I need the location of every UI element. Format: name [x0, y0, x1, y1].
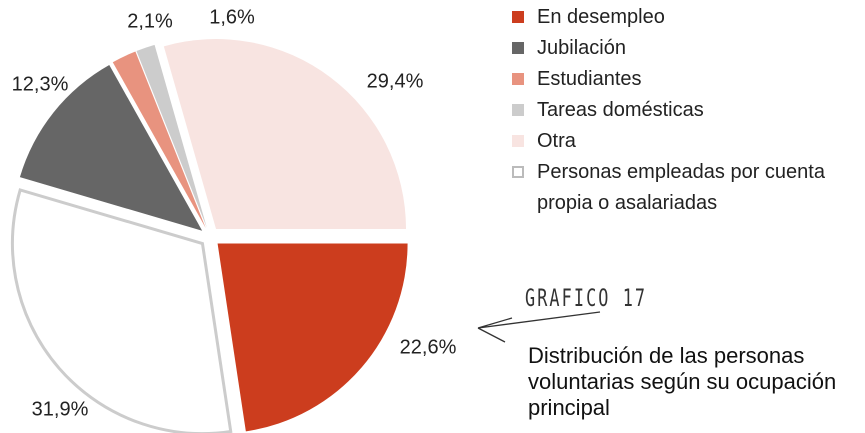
pie-slice — [217, 243, 408, 432]
legend-swatch — [512, 73, 524, 85]
pie-slice — [10, 188, 233, 433]
legend-swatch — [512, 166, 524, 178]
annotation: GRAFICO 17 — [525, 284, 648, 312]
pie-slice — [19, 65, 203, 231]
legend-label: En desempleo — [537, 6, 665, 28]
legend-label: Jubilación — [537, 37, 626, 59]
data-label: 1,6% — [209, 6, 255, 28]
data-label: 12,3% — [12, 73, 69, 95]
pie-slice — [136, 44, 207, 228]
data-label: 29,4% — [367, 70, 424, 92]
arrow — [477, 311, 601, 343]
legend-label: Otra — [537, 130, 576, 152]
legend-label: Personas empleadas por cuenta propia o a… — [537, 161, 825, 214]
chart-title: Distribución de las personas voluntarias… — [528, 343, 837, 420]
pie-slice — [163, 39, 407, 230]
data-label: 2,1% — [127, 10, 173, 32]
legend-label: Tareas domésticas — [537, 99, 704, 121]
pie-slice — [112, 51, 206, 228]
legend-swatch — [512, 42, 524, 54]
legend-swatch — [512, 135, 524, 147]
legend-label: Estudiantes — [537, 68, 642, 90]
data-label: 22,6% — [400, 336, 457, 358]
legend-swatch — [512, 104, 524, 116]
data-label: 31,9% — [32, 398, 89, 420]
legend-swatch — [512, 11, 524, 23]
